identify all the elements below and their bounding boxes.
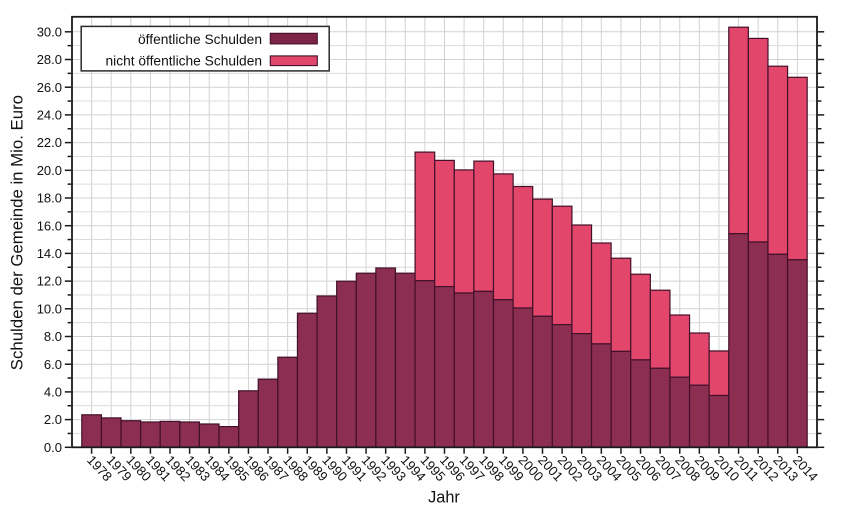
svg-text:12.0: 12.0 — [37, 274, 62, 289]
svg-text:14.0: 14.0 — [37, 246, 62, 261]
svg-text:10.0: 10.0 — [37, 301, 62, 316]
svg-text:8.0: 8.0 — [44, 329, 62, 344]
svg-text:nicht öffentliche Schulden: nicht öffentliche Schulden — [106, 53, 262, 68]
svg-text:28.0: 28.0 — [37, 52, 62, 67]
svg-text:2.0: 2.0 — [44, 412, 62, 427]
svg-text:Schulden der Gemeinde in Mio.: Schulden der Gemeinde in Mio. Euro — [8, 95, 27, 370]
svg-text:Jahr: Jahr — [428, 489, 460, 507]
svg-text:6.0: 6.0 — [44, 357, 62, 372]
svg-text:öffentliche Schulden: öffentliche Schulden — [138, 32, 262, 47]
svg-text:4.0: 4.0 — [44, 385, 62, 400]
svg-text:26.0: 26.0 — [37, 80, 62, 95]
svg-text:20.0: 20.0 — [37, 163, 62, 178]
svg-text:22.0: 22.0 — [37, 135, 62, 150]
svg-text:16.0: 16.0 — [37, 218, 62, 233]
svg-text:0.0: 0.0 — [44, 440, 62, 455]
svg-text:24.0: 24.0 — [37, 108, 62, 123]
svg-text:30.0: 30.0 — [37, 24, 62, 39]
svg-text:18.0: 18.0 — [37, 191, 62, 206]
